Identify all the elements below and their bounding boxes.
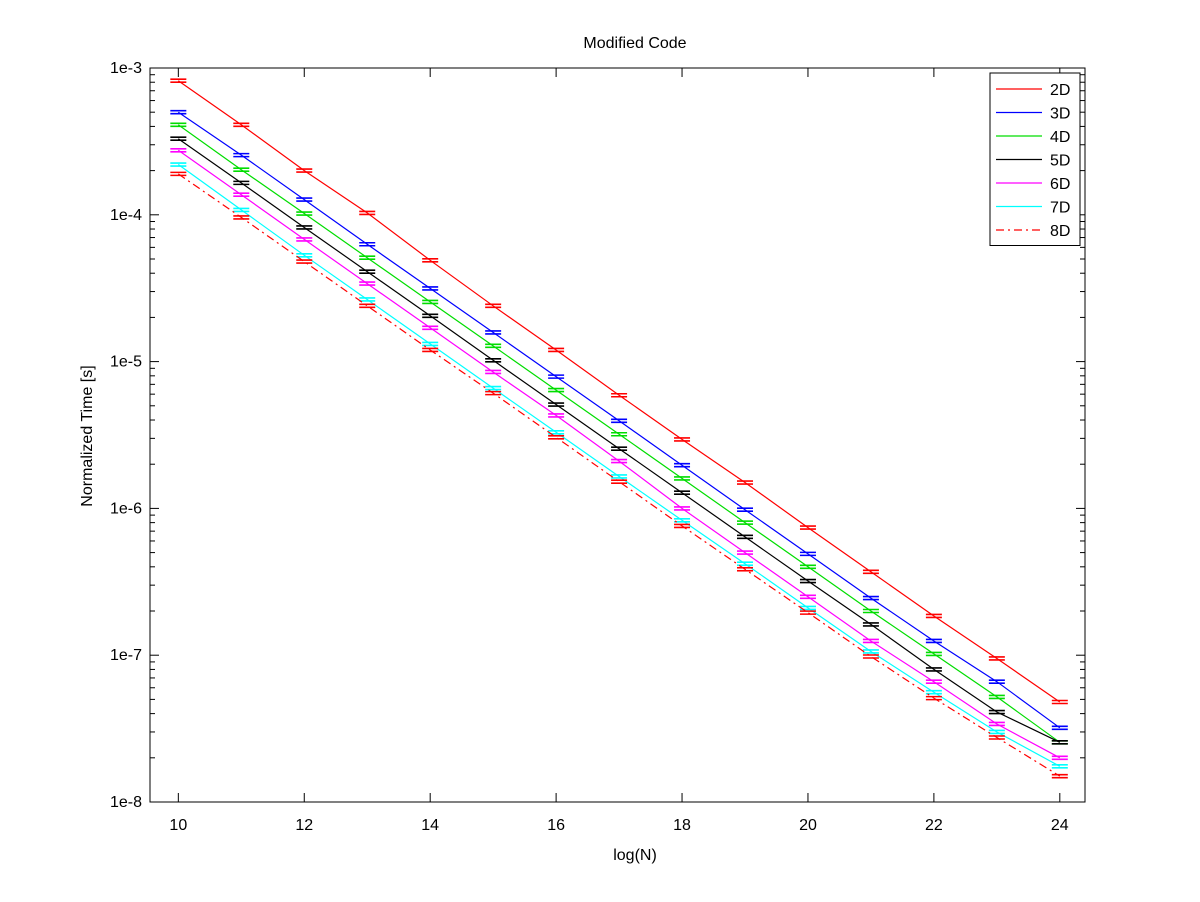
y-tick-label: 1e-6 [110, 500, 142, 517]
series-line-6D [177, 149, 1061, 759]
x-tick-label: 18 [673, 817, 691, 834]
y-tick-label: 1e-8 [110, 794, 142, 811]
legend-label-8D: 8D [1050, 223, 1070, 240]
x-tick-label: 20 [799, 817, 817, 834]
x-tick-label: 10 [169, 817, 187, 834]
y-tick-label: 1e-5 [110, 354, 142, 371]
x-axis-label: log(N) [613, 847, 657, 864]
legend-label-7D: 7D [1050, 200, 1070, 217]
x-tick-label: 16 [547, 817, 565, 834]
series-line-2D [177, 80, 1061, 703]
legend-label-5D: 5D [1050, 153, 1070, 170]
axes: 10 12 14 16 18 20 22 24 1e-8 1e-7 1e-6 1e-5 1e-4 1e-3 [110, 60, 1085, 834]
plot-area [170, 78, 1068, 779]
y-tick-label: 1e-7 [110, 647, 142, 664]
legend-label-2D: 2D [1050, 82, 1070, 99]
series-line-4D [177, 124, 1061, 743]
series-line-7D [177, 164, 1061, 767]
plot-frame [149, 67, 1086, 803]
legend: 2D 3D 4D 5D 6D 7D 8D [989, 72, 1081, 246]
x-tick-label: 24 [1051, 817, 1069, 834]
series-line-5D [177, 138, 1061, 743]
y-tick-label: 1e-3 [110, 60, 142, 77]
legend-label-6D: 6D [1050, 176, 1070, 193]
x-tick-label: 22 [925, 817, 943, 834]
legend-label-4D: 4D [1050, 129, 1070, 146]
legend-label-3D: 3D [1050, 106, 1070, 123]
x-tick-label: 12 [295, 817, 313, 834]
x-tick-label: 14 [421, 817, 439, 834]
series-line-8D [177, 173, 1061, 777]
y-tick-label: 1e-4 [110, 207, 142, 224]
y-axis-label: Normalized Time [s] [79, 365, 96, 506]
series-line-3D [177, 111, 1061, 729]
chart-title: Modified Code [583, 35, 686, 52]
